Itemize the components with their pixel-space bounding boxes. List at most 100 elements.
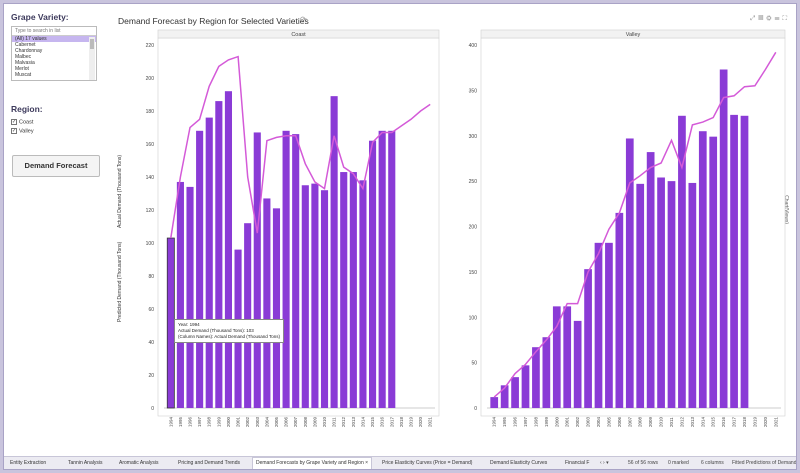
y-tick-label: 120 xyxy=(146,208,155,214)
grape-option[interactable]: Chardonnay xyxy=(15,48,43,54)
checkbox-checked-icon[interactable]: ✓ xyxy=(11,128,17,134)
x-tick-label: 2002 xyxy=(575,416,580,427)
status-columns: 6 columns xyxy=(701,460,724,466)
x-tick-label: 2006 xyxy=(617,416,622,427)
region-title: Region: xyxy=(11,104,43,114)
scrollbar-thumb[interactable] xyxy=(90,39,94,49)
grape-option[interactable]: (All) 17 values xyxy=(12,36,96,42)
actual-demand-bar xyxy=(563,306,572,408)
x-tick-label: 1999 xyxy=(216,416,221,427)
x-tick-label: 2017 xyxy=(389,416,394,427)
actual-demand-bar xyxy=(301,185,309,408)
status-data-table[interactable]: Fitted Predictions of Demand xyxy=(732,460,797,466)
x-tick-label: 2021 xyxy=(428,416,433,427)
tab-entity-extraction[interactable]: Entity Extraction xyxy=(10,460,47,466)
grape-option[interactable]: Malvasia xyxy=(15,60,35,66)
actual-demand-bar xyxy=(349,172,357,408)
x-tick-label: 2009 xyxy=(648,416,653,427)
listbox-scrollbar[interactable] xyxy=(89,37,95,80)
actual-demand-bar xyxy=(378,130,386,409)
y-tick-label: 250 xyxy=(469,179,478,185)
tab-demand-forecasts[interactable]: Demand Forecasts by Grape Variety and Re… xyxy=(252,457,373,469)
x-tick-label: 2013 xyxy=(351,416,356,427)
visualization-title: Demand Forecast by Region for Selected V… xyxy=(118,16,309,26)
x-tick-label: 2017 xyxy=(732,416,737,427)
actual-demand-bar xyxy=(532,347,540,408)
y-tick-label: 200 xyxy=(469,225,478,231)
status-marked: 0 marked xyxy=(668,460,689,466)
x-tick-label: 2008 xyxy=(638,416,643,427)
x-tick-label: 2014 xyxy=(360,416,365,427)
tab-label: Demand Forecasts by Grape Variety and Re… xyxy=(256,460,364,466)
x-tick-label: 2007 xyxy=(293,416,298,427)
grape-variety-title: Grape Variety: xyxy=(11,12,69,22)
actual-demand-bar xyxy=(253,132,261,408)
fullscreen-icon[interactable]: ⛶ xyxy=(782,15,790,22)
expand-icon[interactable]: ⤢ xyxy=(750,15,759,22)
panel-header xyxy=(157,29,440,39)
tooltip-line: (Column Names): Actual Demand (Thousand … xyxy=(178,334,280,339)
x-tick-label: 2005 xyxy=(274,416,279,427)
grape-option[interactable]: Muscat xyxy=(15,72,32,78)
tab-scroll-arrows[interactable]: ‹ › ▾ xyxy=(600,460,609,466)
region-checkbox-coast[interactable]: ✓ Coast xyxy=(11,119,33,125)
grape-search-input[interactable]: Type to search in list xyxy=(12,27,96,36)
tab-price-elasticity[interactable]: Price Elasticity Curves (Price = Demand) xyxy=(382,460,473,466)
grape-variety-listbox[interactable]: Type to search in list (All) 17 values C… xyxy=(11,26,97,81)
tab-demand-elasticity[interactable]: Demand Elasticity Curves xyxy=(490,460,548,466)
x-tick-label: 2001 xyxy=(565,416,570,427)
x-tick-label: 2012 xyxy=(341,416,346,427)
actual-demand-bar xyxy=(698,131,707,408)
tab-pricing-demand[interactable]: Pricing and Demand Trends xyxy=(178,460,240,466)
demand-forecast-button[interactable]: Demand Forecast xyxy=(12,155,100,177)
actual-demand-bar xyxy=(244,223,252,408)
region-label: Coast xyxy=(19,119,34,126)
y-tick-label: 200 xyxy=(146,76,155,82)
status-rows: 56 of 56 rows xyxy=(628,460,659,466)
y-tick-label: 220 xyxy=(146,43,155,49)
predicted-demand-line xyxy=(493,51,777,398)
checkbox-checked-icon[interactable]: ✓ xyxy=(11,119,17,125)
x-tick-label: 2018 xyxy=(742,416,747,427)
close-tab-icon[interactable]: × xyxy=(365,460,369,466)
x-tick-label: 2002 xyxy=(245,416,250,427)
export-icon[interactable]: ▤ xyxy=(758,15,767,22)
actual-demand-bar xyxy=(359,180,367,408)
x-tick-label: 2007 xyxy=(627,416,632,427)
tab-financial[interactable]: Financial F xyxy=(565,460,590,466)
x-tick-label: 1998 xyxy=(533,416,538,427)
actual-demand-bar xyxy=(330,96,338,409)
x-tick-label: 2019 xyxy=(408,416,413,427)
refresh-icon[interactable]: ⟳ xyxy=(300,15,307,24)
x-tick-label: 2020 xyxy=(418,416,423,427)
x-tick-label: 2020 xyxy=(763,416,768,427)
menu-icon[interactable]: ☰ xyxy=(774,15,783,22)
grape-option[interactable]: Malbec xyxy=(15,54,32,60)
y-tick-label: 400 xyxy=(469,43,478,49)
grape-option[interactable]: Cabernet xyxy=(15,42,36,48)
app-window: Grape Variety: Type to search in list (A… xyxy=(3,3,797,470)
x-tick-label: 2019 xyxy=(752,416,757,427)
region-checkbox-valley[interactable]: ✓ Valley xyxy=(11,128,34,134)
actual-demand-bar xyxy=(636,183,645,408)
x-tick-label: 1996 xyxy=(188,416,193,427)
actual-demand-bar xyxy=(667,181,676,408)
actual-demand-bar xyxy=(646,152,655,408)
x-tick-label: 2008 xyxy=(303,416,308,427)
actual-demand-bar xyxy=(311,183,319,408)
tab-aromatic-analysis[interactable]: Aromatic Analysis xyxy=(119,460,159,466)
settings-icon[interactable]: ⚙ xyxy=(766,15,775,22)
actual-demand-bar xyxy=(272,208,281,408)
grape-option[interactable]: Merlot xyxy=(15,66,29,72)
predicted-demand-line xyxy=(170,55,431,239)
x-tick-label: 2004 xyxy=(264,416,269,427)
x-tick-label: 2010 xyxy=(659,416,664,427)
actual-demand-bar xyxy=(688,182,697,408)
tooltip-line: Actual Demand (Thousand Tons): 103 xyxy=(178,328,254,333)
x-tick-label: 2018 xyxy=(399,416,404,427)
actual-demand-bar xyxy=(740,115,749,408)
y-tick-label: 0 xyxy=(474,406,477,412)
y-tick-label: 300 xyxy=(469,134,478,140)
tab-tannin-analysis[interactable]: Tannin Analysis xyxy=(68,460,103,466)
y-tick-label: 50 xyxy=(471,361,477,367)
